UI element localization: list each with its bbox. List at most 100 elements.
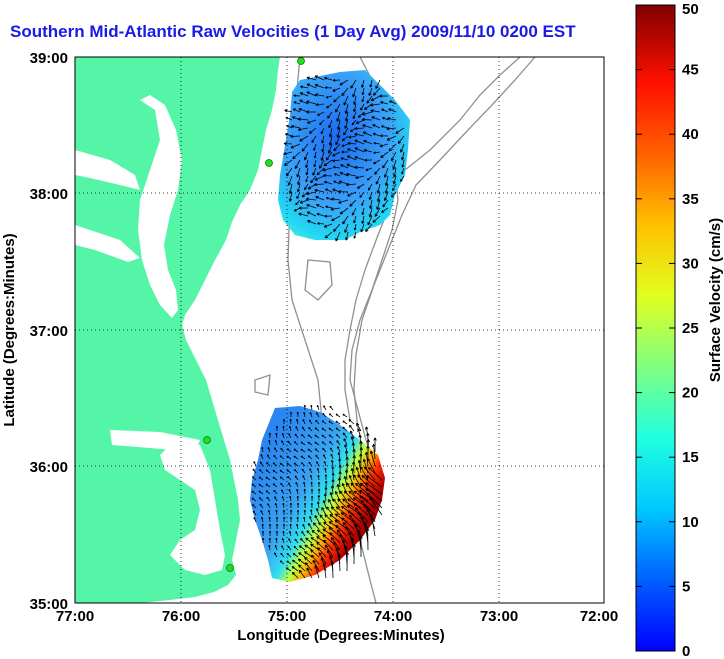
velocity-arrow [381, 125, 389, 129]
velocity-arrow [302, 523, 306, 530]
velocity-arrow [309, 412, 313, 418]
y-tick-label: 35:00 [30, 596, 68, 613]
velocity-arrow [344, 469, 349, 481]
velocity-arrow [314, 427, 320, 432]
velocity-arrow [282, 530, 285, 537]
velocity-arrow [315, 103, 325, 107]
velocity-arrow [366, 508, 376, 530]
y-tick-label: 39:00 [30, 50, 68, 67]
velocity-arrow [330, 453, 334, 460]
velocity-arrow [372, 443, 376, 460]
velocity-arrow [265, 483, 271, 488]
velocity-arrow [306, 83, 317, 89]
colorbar-tick-label: 35 [682, 191, 699, 208]
velocity-arrow [317, 111, 325, 116]
velocity-arrow [334, 519, 348, 530]
velocity-arrow [310, 537, 320, 544]
velocity-arrow [325, 188, 333, 193]
colorbar-tick-label: 5 [682, 578, 690, 595]
pamlico-sound [160, 440, 225, 575]
velocity-arrow [322, 173, 333, 178]
velocity-arrow [259, 503, 264, 509]
velocity-arrow [335, 427, 341, 432]
velocity-arrow [252, 510, 257, 516]
velocity-arrow [259, 461, 264, 467]
velocity-arrow [293, 441, 299, 446]
velocity-arrow [384, 175, 389, 187]
velocity-arrow [365, 528, 370, 551]
velocity-arrow [298, 564, 306, 572]
velocity-arrow [267, 447, 271, 453]
velocity-arrow [260, 454, 264, 460]
velocity-arrow [305, 175, 309, 183]
velocity-arrow [368, 87, 373, 96]
velocity-arrow [401, 151, 405, 161]
velocity-arrow [366, 492, 383, 509]
velocity-arrow [321, 434, 327, 439]
velocity-arrow [316, 212, 325, 217]
velocity-arrow [296, 509, 300, 516]
velocity-arrow [296, 167, 301, 178]
velocity-arrow [299, 99, 309, 105]
velocity-arrow [342, 498, 355, 509]
velocity-arrow [339, 207, 349, 215]
velocity-arrow [307, 434, 313, 439]
velocity-arrow [336, 111, 341, 122]
velocity-arrow [353, 502, 369, 516]
velocity-arrow [308, 427, 313, 432]
velocity-arrow [335, 413, 341, 418]
velocity-arrow [281, 545, 285, 551]
velocity-arrow [301, 434, 306, 439]
velocity-arrow [347, 191, 357, 197]
velocity-arrow [283, 151, 293, 156]
velocity-arrow [344, 111, 349, 122]
velocity-arrow [363, 139, 373, 145]
velocity-arrow [372, 132, 381, 137]
velocity-arrow [301, 143, 309, 152]
velocity-arrow [357, 459, 362, 474]
velocity-arrow [321, 420, 327, 425]
velocity-arrow [293, 545, 299, 551]
velocity-arrow [323, 159, 333, 167]
velocity-arrow [313, 143, 317, 151]
velocity-arrow [310, 404, 313, 411]
velocity-arrow [364, 466, 376, 481]
radar-station [226, 564, 234, 572]
velocity-arrow [336, 440, 341, 446]
velocity-arrow [376, 183, 381, 194]
velocity-arrow [328, 420, 334, 425]
velocity-arrow [361, 207, 365, 215]
velocity-arrow [282, 516, 286, 523]
velocity-arrow [297, 558, 306, 565]
x-axis-title: Longitude (Degrees:Minutes) [237, 627, 445, 644]
velocity-arrow [306, 100, 317, 105]
radar-station [297, 57, 305, 65]
velocity-arrow [275, 523, 279, 530]
velocity-arrow [338, 180, 349, 185]
velocity-arrow [303, 488, 306, 495]
velocity-arrow [352, 111, 357, 119]
mainland [75, 57, 280, 603]
velocity-arrow [354, 156, 365, 161]
velocity-arrow [298, 545, 306, 551]
velocity-arrow [350, 79, 357, 89]
x-tick-label: 76:00 [162, 608, 200, 625]
velocity-arrow [341, 135, 349, 142]
velocity-arrow [323, 223, 333, 228]
velocity-arrow [274, 447, 278, 453]
velocity-arrow [320, 127, 325, 135]
velocity-arrow [275, 537, 278, 544]
velocity-arrow [330, 561, 335, 579]
velocity-arrow [331, 466, 335, 474]
velocity-arrow [369, 450, 376, 467]
velocity-arrow [337, 477, 342, 488]
velocity-arrow [288, 425, 292, 432]
velocity-arrow [282, 418, 286, 425]
velocity-arrow [337, 553, 341, 572]
velocity-arrow [303, 151, 309, 161]
velocity-arrow [304, 556, 313, 565]
velocity-arrow [288, 530, 292, 537]
velocity-arrow [359, 489, 376, 502]
velocity-arrow [318, 552, 327, 565]
velocity-arrow [300, 85, 309, 89]
